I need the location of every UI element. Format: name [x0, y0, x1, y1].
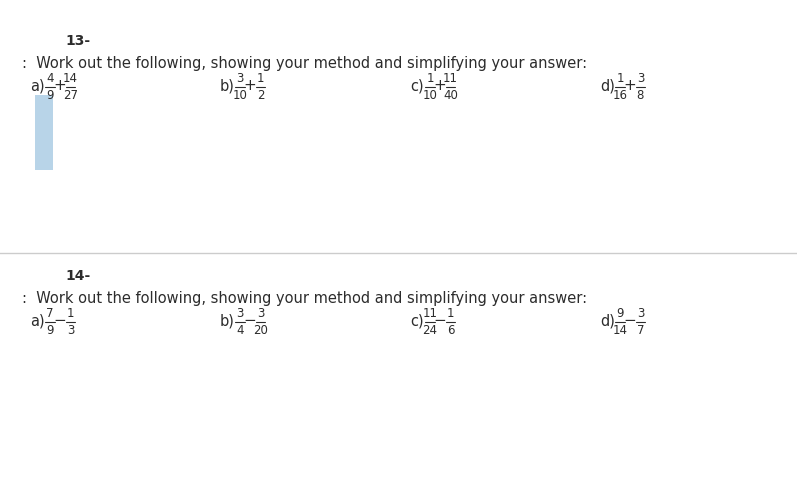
FancyBboxPatch shape [35, 96, 53, 171]
Text: 3: 3 [237, 306, 244, 319]
Text: 3: 3 [637, 306, 644, 319]
Text: 8: 8 [637, 88, 644, 102]
Text: 4: 4 [236, 323, 244, 336]
Text: +: + [54, 79, 67, 93]
Text: 3: 3 [637, 71, 644, 84]
Text: +: + [244, 79, 257, 93]
Text: c): c) [410, 313, 424, 328]
Text: 27: 27 [63, 88, 78, 102]
Text: 1: 1 [446, 306, 454, 319]
Text: 3: 3 [237, 71, 244, 84]
Text: −: − [434, 313, 446, 328]
Text: :  Work out the following, showing your method and simplifying your answer:: : Work out the following, showing your m… [22, 290, 587, 305]
Text: 2: 2 [257, 88, 264, 102]
Text: 7: 7 [46, 306, 53, 319]
Text: 14-: 14- [65, 268, 90, 283]
Text: 16: 16 [613, 88, 627, 102]
Text: 7: 7 [637, 323, 644, 336]
Text: 9: 9 [616, 306, 624, 319]
Text: a): a) [30, 313, 45, 328]
Text: 9: 9 [46, 323, 53, 336]
Text: b): b) [220, 313, 235, 328]
Text: 10: 10 [422, 88, 438, 102]
Text: 11: 11 [443, 71, 458, 84]
Text: −: − [54, 313, 67, 328]
Text: 6: 6 [446, 323, 454, 336]
Text: 10: 10 [233, 88, 247, 102]
Text: 3: 3 [257, 306, 264, 319]
Text: 4: 4 [46, 71, 53, 84]
Text: 20: 20 [253, 323, 268, 336]
Text: c): c) [410, 79, 424, 93]
Text: a): a) [30, 79, 45, 93]
Text: b): b) [220, 79, 235, 93]
Text: −: − [624, 313, 637, 328]
Text: +: + [624, 79, 637, 93]
Text: 1: 1 [67, 306, 74, 319]
Text: 14: 14 [613, 323, 627, 336]
Text: d): d) [600, 313, 614, 328]
Text: d): d) [600, 79, 614, 93]
Text: 9: 9 [46, 88, 53, 102]
Text: :  Work out the following, showing your method and simplifying your answer:: : Work out the following, showing your m… [22, 56, 587, 71]
Text: 13-: 13- [65, 34, 90, 48]
Text: −: − [244, 313, 257, 328]
Text: 1: 1 [426, 71, 434, 84]
Text: 40: 40 [443, 88, 457, 102]
Text: 3: 3 [67, 323, 74, 336]
Text: +: + [434, 79, 446, 93]
Text: 11: 11 [422, 306, 438, 319]
Text: 1: 1 [257, 71, 264, 84]
Text: 1: 1 [616, 71, 624, 84]
Text: 24: 24 [422, 323, 438, 336]
Text: 14: 14 [63, 71, 78, 84]
